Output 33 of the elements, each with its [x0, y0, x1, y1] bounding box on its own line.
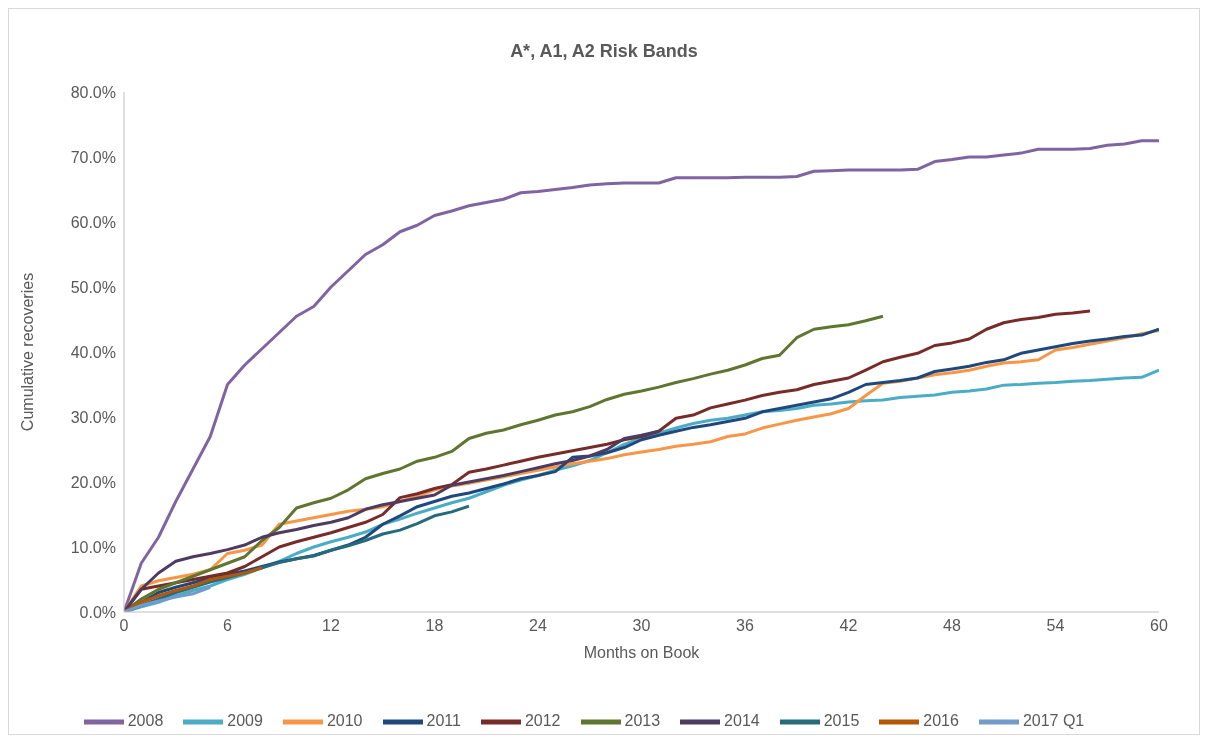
y-tick-label: 80.0% — [70, 83, 116, 101]
x-tick-label: 42 — [839, 617, 858, 635]
legend-label: 2013 — [624, 712, 661, 730]
legend-label: 2017 Q1 — [1022, 712, 1085, 730]
x-axis-title: Months on Book — [583, 644, 701, 661]
x-tick-label: 48 — [943, 617, 961, 635]
y-tick-label: 70.0% — [70, 148, 116, 166]
chart-title: A*, A1, A2 Risk Bands — [509, 40, 699, 63]
legend-label: 2008 — [127, 712, 164, 730]
x-tick-label: 6 — [223, 617, 233, 635]
y-tick-label: 20.0% — [70, 473, 116, 491]
legend-label: 2012 — [524, 712, 561, 730]
legend-label: 2014 — [724, 712, 760, 730]
legend-label: 2010 — [326, 712, 363, 730]
y-tick-label: 50.0% — [70, 278, 116, 296]
x-tick-label: 0 — [119, 617, 129, 635]
y-tick-label: 10.0% — [70, 538, 116, 556]
y-tick-label: 0.0% — [79, 603, 116, 621]
legend-label: 2011 — [426, 712, 461, 730]
x-tick-label: 36 — [736, 617, 754, 635]
y-tick-label: 40.0% — [70, 343, 116, 361]
x-tick-label: 12 — [322, 617, 340, 635]
x-tick-label: 54 — [1046, 617, 1065, 635]
x-tick-label: 30 — [632, 617, 651, 635]
legend-label: 2009 — [227, 712, 263, 730]
legend-label: 2016 — [923, 712, 959, 730]
y-tick-label: 60.0% — [70, 213, 116, 231]
legend-label: 2015 — [823, 712, 860, 730]
y-tick-label: 30.0% — [70, 408, 116, 426]
x-tick-label: 24 — [529, 617, 547, 635]
x-tick-label: 60 — [1150, 617, 1168, 635]
y-axis-title: Cumulative recoveries — [18, 272, 36, 432]
x-tick-label: 18 — [425, 617, 444, 635]
